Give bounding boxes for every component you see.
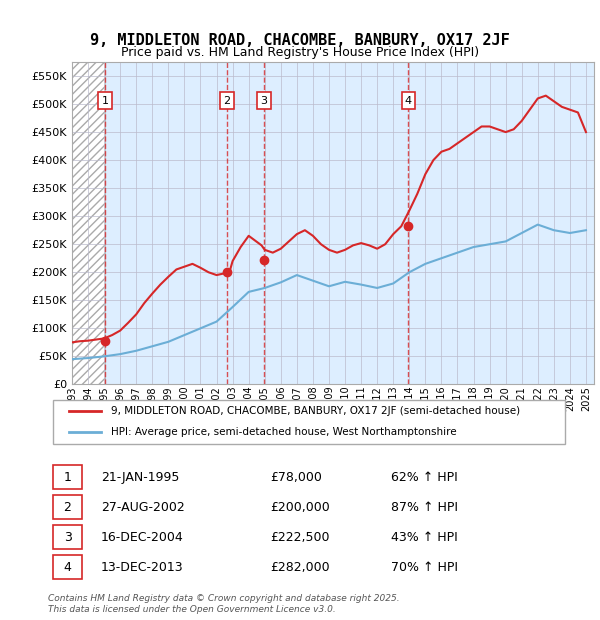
Text: 4: 4 (405, 95, 412, 105)
Text: £200,000: £200,000 (270, 501, 329, 513)
Text: 1: 1 (64, 471, 71, 484)
FancyBboxPatch shape (53, 401, 565, 444)
Text: 3: 3 (64, 531, 71, 544)
Text: 3: 3 (260, 95, 268, 105)
FancyBboxPatch shape (53, 525, 82, 549)
Text: 43% ↑ HPI: 43% ↑ HPI (391, 531, 458, 544)
Text: 21-JAN-1995: 21-JAN-1995 (101, 471, 179, 484)
Text: 13-DEC-2013: 13-DEC-2013 (101, 560, 184, 574)
Text: 16-DEC-2004: 16-DEC-2004 (101, 531, 184, 544)
FancyBboxPatch shape (53, 495, 82, 520)
Polygon shape (72, 62, 105, 384)
Text: HPI: Average price, semi-detached house, West Northamptonshire: HPI: Average price, semi-detached house,… (112, 427, 457, 436)
FancyBboxPatch shape (53, 555, 82, 580)
Text: Price paid vs. HM Land Registry's House Price Index (HPI): Price paid vs. HM Land Registry's House … (121, 46, 479, 59)
Text: £282,000: £282,000 (270, 560, 329, 574)
FancyBboxPatch shape (53, 465, 82, 489)
Text: 2: 2 (64, 501, 71, 513)
Text: 9, MIDDLETON ROAD, CHACOMBE, BANBURY, OX17 2JF (semi-detached house): 9, MIDDLETON ROAD, CHACOMBE, BANBURY, OX… (112, 405, 520, 415)
Text: £222,500: £222,500 (270, 531, 329, 544)
Text: 87% ↑ HPI: 87% ↑ HPI (391, 501, 458, 513)
Text: Contains HM Land Registry data © Crown copyright and database right 2025.
This d: Contains HM Land Registry data © Crown c… (48, 595, 400, 614)
Text: 62% ↑ HPI: 62% ↑ HPI (391, 471, 458, 484)
Text: £78,000: £78,000 (270, 471, 322, 484)
Text: 9, MIDDLETON ROAD, CHACOMBE, BANBURY, OX17 2JF: 9, MIDDLETON ROAD, CHACOMBE, BANBURY, OX… (90, 33, 510, 48)
Text: 4: 4 (64, 560, 71, 574)
Text: 2: 2 (223, 95, 230, 105)
Text: 1: 1 (101, 95, 109, 105)
Text: 27-AUG-2002: 27-AUG-2002 (101, 501, 185, 513)
Text: 70% ↑ HPI: 70% ↑ HPI (391, 560, 458, 574)
